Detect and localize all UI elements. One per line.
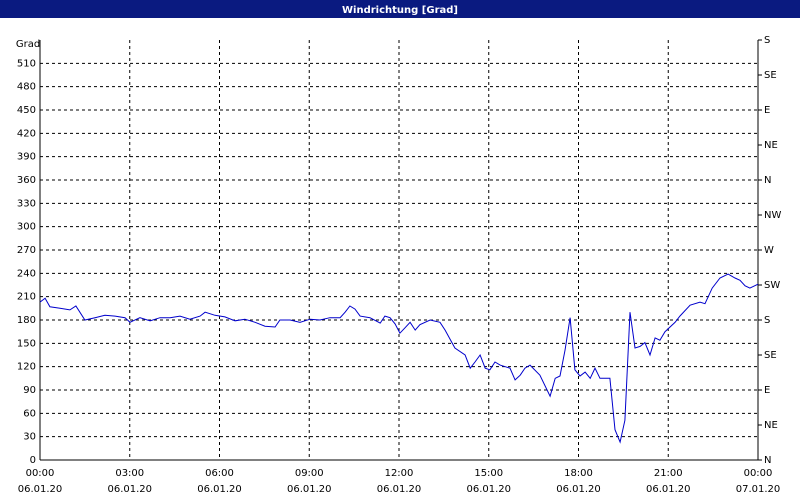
y-tick-label: 390 [17,152,36,163]
y2-tick-label: SE [764,350,777,361]
x-tick-label: 18:00 [564,468,593,479]
y-tick-label: 450 [17,105,36,116]
y-tick-label: 270 [17,245,36,256]
x-tick-date: 06.01.20 [646,484,691,495]
y-tick-label: 210 [17,292,36,303]
x-tick-date: 07.01.20 [736,484,781,495]
y-tick-label: 300 [17,222,36,233]
x-tick-date: 06.01.20 [197,484,242,495]
y2-tick-label: S [764,35,770,46]
x-tick-label: 03:00 [115,468,144,479]
x-tick-date: 06.01.20 [18,484,63,495]
chart-title: Windrichtung [Grad] [342,5,458,16]
x-tick-label: 00:00 [26,468,55,479]
y-tick-label: 30 [23,432,36,443]
y2-tick-label: SE [764,70,777,81]
y-tick-label: 120 [17,362,36,373]
x-tick-date: 06.01.20 [466,484,511,495]
x-tick-date: 06.01.20 [287,484,332,495]
y-tick-label: 240 [17,268,36,279]
y-tick-label: 330 [17,198,36,209]
x-tick-label: 00:00 [744,468,773,479]
y-tick-label: 0 [30,455,36,466]
y2-tick-label: E [764,385,770,396]
y2-tick-label: N [764,175,771,186]
y2-tick-label: SW [764,280,780,291]
y-tick-label: 420 [17,128,36,139]
y2-tick-label: NE [764,140,778,151]
y2-tick-label: NW [764,210,781,221]
x-tick-label: 06:00 [205,468,234,479]
y-tick-label: 150 [17,338,36,349]
x-tick-label: 15:00 [474,468,503,479]
y2-tick-label: N [764,455,771,466]
y-tick-label: 90 [23,385,36,396]
data-line [39,273,759,444]
y-tick-label: 510 [17,58,36,69]
y-tick-label: 180 [17,315,36,326]
x-tick-date: 06.01.20 [107,484,152,495]
y-tick-label: 480 [17,82,36,93]
x-tick-date: 06.01.20 [556,484,601,495]
x-tick-label: 21:00 [654,468,683,479]
x-tick-date: 06.01.20 [377,484,422,495]
y-axis-label: Grad [16,39,40,50]
y2-tick-label: S [764,315,770,326]
y2-tick-label: NE [764,420,778,431]
x-tick-label: 09:00 [295,468,324,479]
x-tick-label: 12:00 [385,468,414,479]
y-tick-label: 60 [23,408,36,419]
y-tick-label: 360 [17,175,36,186]
y2-tick-label: E [764,105,770,116]
y2-tick-label: W [764,245,774,256]
title-bar [0,0,800,18]
